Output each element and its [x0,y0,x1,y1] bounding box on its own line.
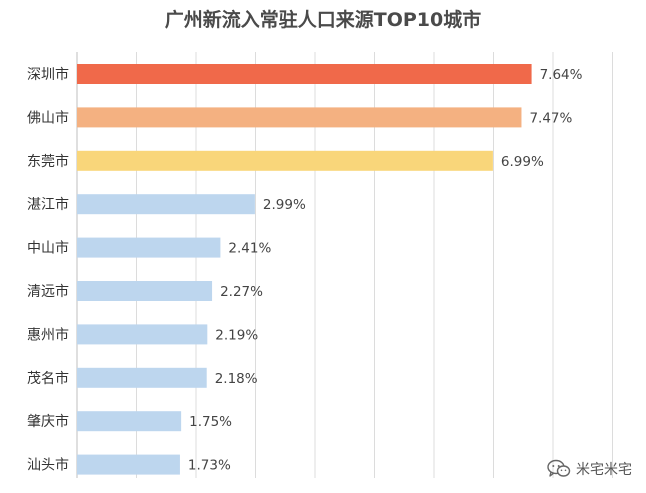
bars [77,64,532,475]
data-label: 7.64% [540,67,583,83]
category-label: 惠州市 [27,326,69,343]
category-label: 深圳市 [27,66,69,83]
category-label: 佛山市 [27,109,69,126]
category-label: 东莞市 [27,153,69,170]
bar [77,107,522,128]
data-label: 6.99% [501,154,544,170]
bar [77,281,213,301]
data-label: 2.41% [228,241,271,257]
category-label: 茂名市 [27,370,69,387]
bar [77,324,208,345]
value-labels: 7.64% 7.47% 6.99% 2.99% 2.41% 2.27% 2.19% 2.18%… [188,67,583,474]
category-label: 清远市 [27,283,69,300]
bar [77,237,221,258]
category-label: 汕头市 [27,457,69,474]
data-label: 7.47% [529,110,572,126]
data-label: 2.99% [263,197,306,213]
chart-title: 广州新流入常驻人口来源TOP10城市 [165,8,481,31]
watermark: 米宅米宅 [547,459,632,479]
data-label: 2.27% [220,284,263,300]
data-label: 1.75% [189,414,232,430]
category-label: 中山市 [27,240,69,257]
bar [77,64,532,84]
bar [77,411,182,432]
wechat-icon [547,459,571,477]
bar [77,367,207,388]
category-label: 肇庆市 [27,413,69,430]
category-label: 湛江市 [27,196,69,213]
bar [77,150,493,171]
bar [77,454,180,475]
watermark-text: 米宅米宅 [576,462,632,478]
bar [77,194,255,215]
data-label: 2.18% [215,371,258,387]
data-label: 1.73% [188,458,231,474]
data-label: 2.19% [215,327,258,343]
